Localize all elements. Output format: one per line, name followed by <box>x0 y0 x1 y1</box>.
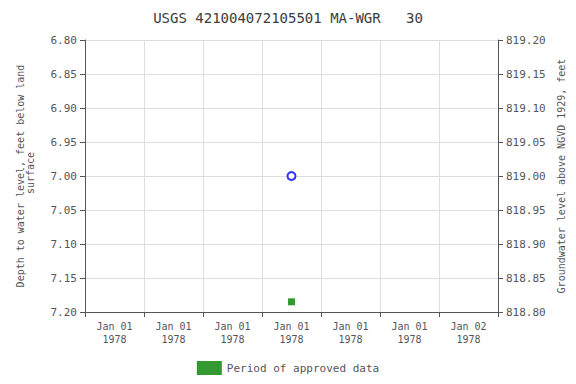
svg-text:Jan 01: Jan 01 <box>391 321 427 332</box>
svg-text:1978: 1978 <box>220 334 244 345</box>
svg-text:Jan 01: Jan 01 <box>332 321 368 332</box>
svg-text:819.00: 819.00 <box>506 170 546 183</box>
svg-text:818.80: 818.80 <box>506 306 546 319</box>
svg-text:1978: 1978 <box>279 334 303 345</box>
svg-text:6.90: 6.90 <box>51 102 78 115</box>
svg-text:7.10: 7.10 <box>51 238 78 251</box>
svg-text:1978: 1978 <box>397 334 421 345</box>
svg-text:819.05: 819.05 <box>506 136 546 149</box>
svg-text:Jan 01: Jan 01 <box>273 321 309 332</box>
svg-text:Groundwater level above NGVD 1: Groundwater level above NGVD 1929, feet <box>556 59 567 294</box>
svg-text:6.85: 6.85 <box>51 68 78 81</box>
svg-text:USGS 421004072105501 MA-WGR: USGS 421004072105501 MA-WGR 30 <box>153 10 423 26</box>
svg-text:Jan 01: Jan 01 <box>155 321 191 332</box>
svg-text:1978: 1978 <box>456 334 480 345</box>
svg-text:Period of approved data: Period of approved data <box>227 362 379 375</box>
svg-text:1978: 1978 <box>161 334 185 345</box>
svg-text:surface: surface <box>25 152 36 200</box>
svg-text:Depth to water level, feet bel: Depth to water level, feet below land <box>14 64 26 288</box>
svg-text:Jan 01: Jan 01 <box>96 321 132 332</box>
svg-text:Jan 01: Jan 01 <box>214 321 250 332</box>
svg-text:819.15: 819.15 <box>506 68 546 81</box>
svg-text:7.05: 7.05 <box>51 204 78 217</box>
svg-text:1978: 1978 <box>338 334 362 345</box>
svg-text:818.95: 818.95 <box>506 204 546 217</box>
svg-text:7.00: 7.00 <box>51 170 78 183</box>
svg-text:6.80: 6.80 <box>51 34 78 47</box>
svg-text:1978: 1978 <box>102 334 126 345</box>
svg-text:Jan 02: Jan 02 <box>450 321 486 332</box>
svg-text:6.95: 6.95 <box>51 136 78 149</box>
svg-text:7.20: 7.20 <box>51 306 78 319</box>
svg-text:818.85: 818.85 <box>506 272 546 285</box>
svg-text:7.15: 7.15 <box>51 272 78 285</box>
svg-text:819.20: 819.20 <box>506 34 546 47</box>
svg-text:819.10: 819.10 <box>506 102 546 115</box>
svg-text:818.90: 818.90 <box>506 238 546 251</box>
